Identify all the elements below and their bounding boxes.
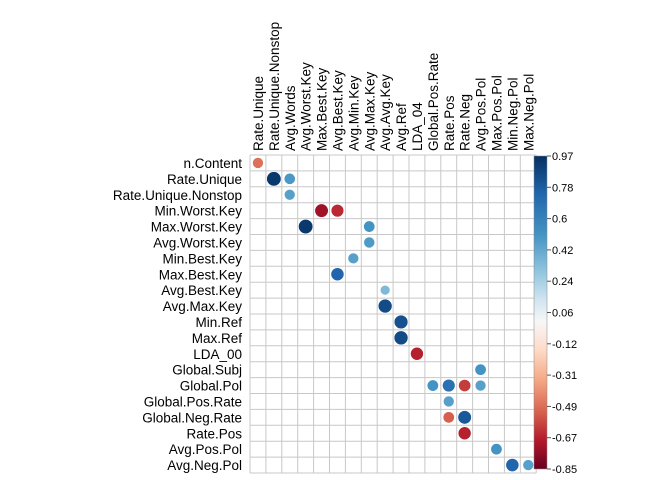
plot-grid xyxy=(249,154,537,474)
row-label: Max.Ref xyxy=(192,331,243,346)
correlation-cell xyxy=(379,284,391,296)
correlation-cell xyxy=(442,411,455,424)
correlation-cell xyxy=(442,395,455,408)
colorbar-tick-label: -0.31 xyxy=(552,370,577,382)
correlation-cell xyxy=(426,379,439,392)
row-label: Rate.Pos xyxy=(186,426,242,441)
row-label: Global.Neg.Rate xyxy=(142,410,242,425)
row-label: Rate.Unique xyxy=(167,172,242,187)
column-label: Avg.Ref xyxy=(394,103,409,151)
colorbar-gradient xyxy=(533,155,548,470)
row-label: Avg.Neg.Pol xyxy=(167,458,242,473)
colorbar-tick-label: 0.06 xyxy=(552,308,573,320)
correlation-cell xyxy=(363,220,376,233)
correlation-cell xyxy=(283,188,296,201)
column-label: Avg.Words xyxy=(283,85,298,151)
column-label: Rate.Unique xyxy=(251,76,266,151)
row-label: Min.Worst.Key xyxy=(154,204,242,219)
column-label: Rate.Unique.Nonstop xyxy=(267,22,282,151)
column-label: Avg.Min.Key xyxy=(346,75,361,151)
correlation-cell xyxy=(505,458,520,472)
colorbar-tick-label: 0.78 xyxy=(552,182,573,194)
row-label: Max.Worst.Key xyxy=(151,220,243,235)
column-label: LDA_04 xyxy=(410,102,425,151)
correlation-cell xyxy=(393,314,409,330)
correlation-cell xyxy=(474,363,487,376)
colorbar-tick-label: 0.24 xyxy=(552,276,573,288)
colorbar-tick-label: 0.97 xyxy=(552,151,573,163)
correlation-cell xyxy=(457,410,472,425)
column-label: Avg.Avg.Key xyxy=(378,74,393,151)
column-label: Max.Pos.Pol xyxy=(489,75,504,151)
correlation-cell xyxy=(474,379,487,392)
row-labels: n.ContentRate.UniqueRate.Unique.NonstopM… xyxy=(113,156,242,473)
column-label: Avg.Max.Key xyxy=(362,71,377,151)
correlation-cell xyxy=(283,172,296,185)
correlation-cell xyxy=(410,346,424,361)
row-label: Global.Subj xyxy=(172,363,242,378)
row-label: Avg.Max.Key xyxy=(163,299,243,314)
row-label: Max.Best.Key xyxy=(159,267,243,282)
correlation-cell xyxy=(347,252,360,265)
correlation-cell xyxy=(393,330,409,346)
colorbar-tick-label: -0.49 xyxy=(552,401,577,413)
row-label: Avg.Best.Key xyxy=(161,283,242,298)
column-label: Max.Best.Key xyxy=(315,67,330,151)
colorbar-tick-label: -0.12 xyxy=(552,339,577,351)
correlation-cell xyxy=(377,298,393,314)
column-label: Avg.Worst.Key xyxy=(299,62,314,151)
correlation-cell xyxy=(458,379,472,392)
color-legend: 0.97 0.78 0.6 0.42 0.24 0.06 -0.12 -0.31 -0.49 -0… xyxy=(533,151,577,476)
column-label: Avg.Pos.Pol xyxy=(474,78,489,151)
row-label: Rate.Unique.Nonstop xyxy=(113,188,242,203)
correlation-cell xyxy=(522,459,535,471)
correlation-cells xyxy=(252,157,535,472)
correlation-cell xyxy=(363,236,376,249)
colorbar-tick-label: 0.42 xyxy=(552,245,573,257)
row-label: Avg.Pos.Pol xyxy=(169,442,242,457)
column-labels: Rate.Unique Rate.Unique.Nonstop Avg.Words A… xyxy=(251,22,536,151)
column-label: Avg.Best.Key xyxy=(330,70,345,151)
column-label: Global.Pos.Rate xyxy=(426,53,441,151)
column-label: Max.Neg.Pol xyxy=(521,74,536,151)
correlation-cell xyxy=(314,203,329,218)
row-label: LDA_00 xyxy=(193,347,242,362)
correlation-cell xyxy=(330,267,345,282)
colorbar-tick-label: -0.85 xyxy=(552,464,577,476)
column-label: Rate.Pos xyxy=(442,95,457,151)
colorbar-ticks: 0.97 0.78 0.6 0.42 0.24 0.06 -0.12 -0.31 -0.49 -0… xyxy=(547,151,577,476)
row-label: Avg.Worst.Key xyxy=(153,235,242,250)
row-label: Global.Pol xyxy=(180,379,242,394)
column-label: Min.Neg.Pol xyxy=(505,77,520,151)
correlation-cell xyxy=(490,443,503,456)
row-label: Global.Pos.Rate xyxy=(144,394,242,409)
colorbar-tick-label: 0.6 xyxy=(552,214,567,226)
correlation-cell xyxy=(266,171,282,187)
row-label: n.Content xyxy=(183,156,242,171)
correlation-cell xyxy=(442,378,456,393)
correlation-cell xyxy=(457,426,472,441)
correlation-cell xyxy=(252,157,264,169)
row-label: Min.Ref xyxy=(195,315,242,330)
row-label: Min.Best.Key xyxy=(162,251,242,266)
correlation-cell xyxy=(298,219,314,235)
column-label: Rate.Neg xyxy=(458,94,473,151)
colorbar-tick-label: -0.67 xyxy=(552,433,577,445)
correlation-cell xyxy=(330,203,345,218)
